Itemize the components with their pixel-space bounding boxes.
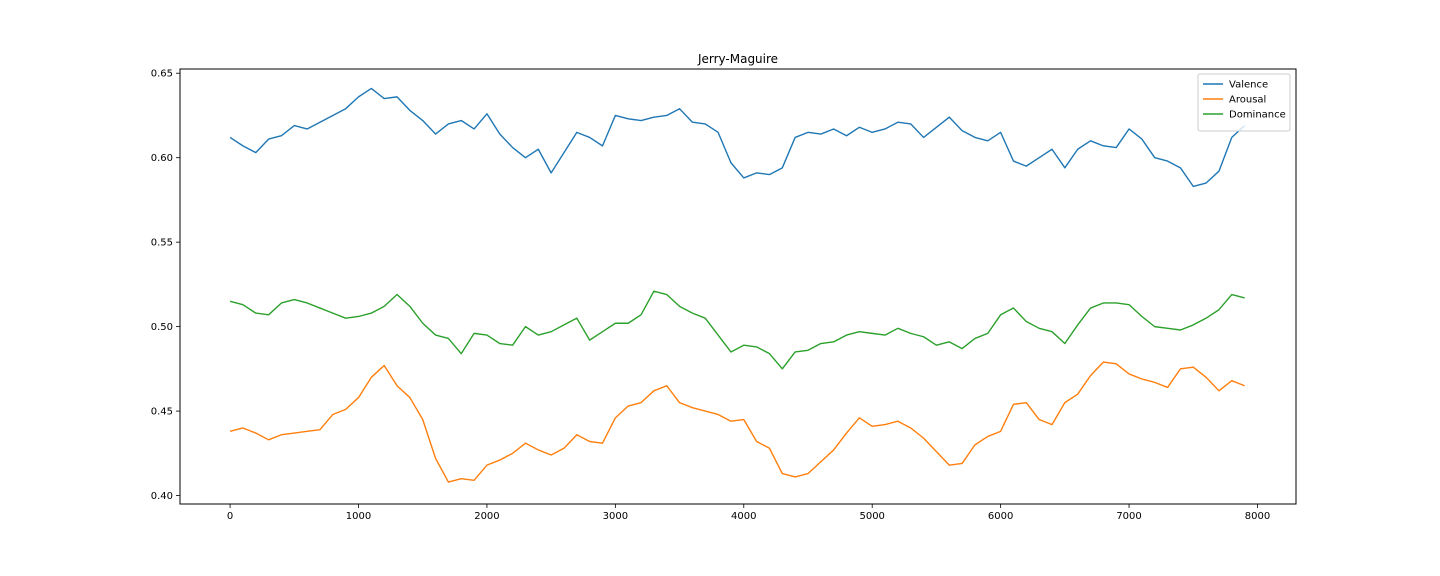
chart-title: Jerry-Maguire	[697, 52, 778, 66]
x-tick-label: 3000	[603, 511, 628, 522]
x-tick-label: 7000	[1116, 511, 1141, 522]
series-group	[229, 87, 1246, 483]
legend-box	[1197, 73, 1291, 132]
y-tick-label: 0.55	[151, 238, 173, 249]
series-line-arousal	[229, 361, 1245, 483]
legend-label-valence: Valence	[1229, 80, 1268, 91]
x-tick-label: 5000	[859, 511, 884, 522]
y-tick-label: 0.60	[151, 153, 173, 164]
x-tick-label: 8000	[1245, 511, 1270, 522]
plot-frame	[179, 68, 1297, 505]
x-axis: 0 1000 2000 3000 4000 5000 6000 7000 8000	[227, 504, 1270, 522]
y-tick-label: 0.65	[151, 69, 173, 80]
legend-label-dominance: Dominance	[1229, 110, 1286, 121]
x-tick-label: 0	[227, 511, 233, 522]
plot-area	[180, 69, 1296, 504]
y-axis: 0.40 0.45 0.50 0.55 0.60 0.65	[151, 69, 180, 502]
y-tick-label: 0.40	[151, 491, 173, 502]
x-tick-label: 2000	[474, 511, 499, 522]
x-tick-label: 4000	[731, 511, 756, 522]
legend: Valence Arousal Dominance	[1197, 73, 1291, 132]
legend-label-arousal: Arousal	[1229, 95, 1266, 106]
y-tick-label: 0.50	[151, 322, 173, 333]
series-line-dominance	[229, 290, 1245, 370]
x-tick-label: 1000	[346, 511, 371, 522]
y-tick-label: 0.45	[151, 407, 173, 418]
x-tick-label: 6000	[988, 511, 1013, 522]
series-line-valence	[229, 87, 1246, 188]
